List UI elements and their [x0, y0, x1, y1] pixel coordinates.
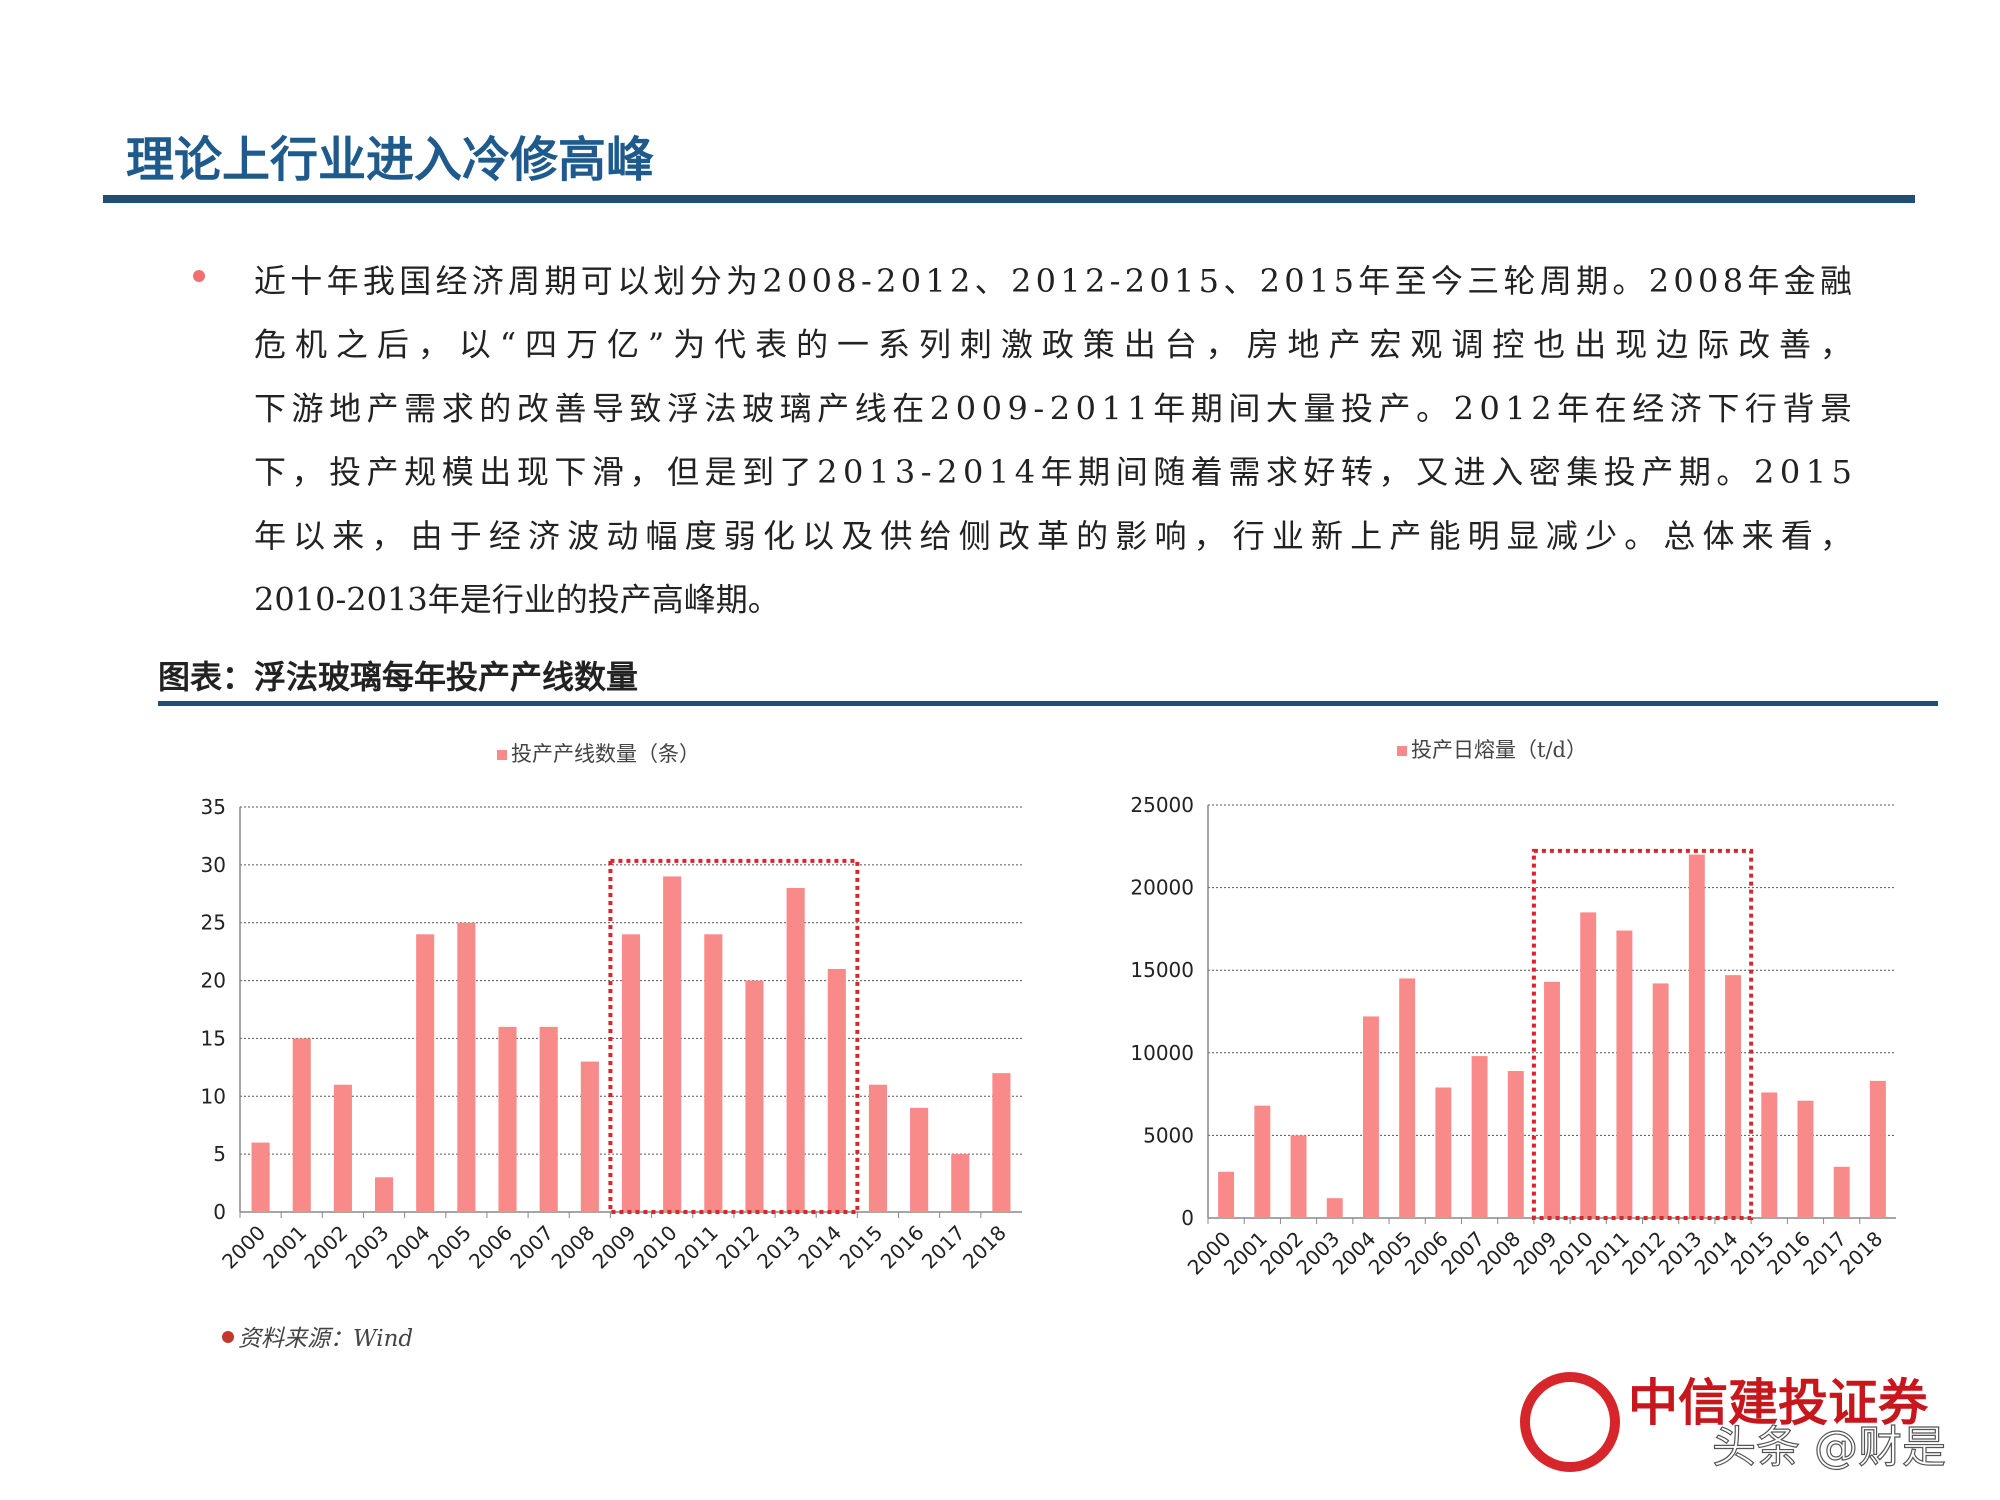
legend-swatch	[497, 750, 507, 760]
x-tick-label: 2003	[341, 1221, 394, 1274]
bar	[498, 1026, 517, 1212]
bar	[1218, 1171, 1235, 1218]
y-tick-label: 15000	[1130, 958, 1194, 982]
bar	[1652, 983, 1669, 1218]
slide-title: 理论上行业进入冷修高峰	[126, 132, 654, 188]
logo-text: 中信建投证券	[1628, 1374, 1929, 1432]
highlight-box	[608, 858, 860, 1214]
source-note: 资料来源：Wind	[238, 1326, 413, 1352]
bar	[1797, 1100, 1814, 1218]
x-tick-label: 2004	[382, 1221, 435, 1274]
x-tick-label: 2010	[629, 1221, 682, 1274]
bar	[621, 934, 641, 1212]
x-tick-label: 2017	[917, 1221, 970, 1274]
bar	[1326, 1198, 1343, 1218]
x-tick-label: 2007	[505, 1221, 558, 1274]
bar	[1254, 1105, 1271, 1218]
watermark: 头条 @财是	[1712, 1422, 1946, 1473]
y-tick-label: 25	[201, 911, 226, 935]
bar	[251, 1142, 270, 1212]
bullet-line: 近十年我国经济周期可以划分为2008-2012、2012-2015、2015年至…	[254, 262, 1852, 300]
x-tick-label: 2018	[1834, 1227, 1887, 1280]
figure-caption: 图表：浮法玻璃每年投产产线数量	[158, 658, 638, 696]
y-tick-label: 25000	[1130, 793, 1194, 817]
bar	[292, 1038, 311, 1212]
bar	[1725, 975, 1742, 1218]
bar	[868, 1084, 888, 1212]
y-tick-label: 15	[201, 1026, 226, 1050]
bullet-line: 2010-2013年是行业的投产高峰期。	[254, 581, 780, 619]
bar	[1869, 1080, 1886, 1218]
bar	[539, 1026, 558, 1212]
x-tick-label: 2006	[464, 1221, 517, 1274]
bar	[704, 934, 723, 1212]
highlight-box	[1531, 848, 1754, 1221]
logo-mark	[1520, 1372, 1620, 1472]
x-tick-label: 2016	[876, 1221, 929, 1274]
legend-swatch	[1397, 746, 1407, 756]
x-tick-label: 2009	[588, 1221, 641, 1274]
legend-label: 投产产线数量（条）	[511, 742, 700, 766]
y-tick-label: 0	[213, 1200, 226, 1224]
x-tick-label: 2008	[546, 1221, 599, 1274]
x-tick-label: 2014	[793, 1221, 846, 1274]
x-tick-label: 2000	[217, 1221, 270, 1274]
title-rule	[103, 195, 1915, 203]
bar	[951, 1154, 970, 1212]
bar	[745, 980, 764, 1212]
bar	[1399, 978, 1416, 1218]
x-tick-label: 2018	[958, 1221, 1011, 1274]
bar	[1435, 1087, 1452, 1218]
bar	[910, 1107, 929, 1212]
x-tick-label: 2013	[752, 1221, 805, 1274]
x-tick-label: 2001	[258, 1221, 311, 1274]
y-tick-label: 30	[201, 853, 226, 877]
x-tick-label: 2011	[670, 1221, 723, 1274]
bar	[786, 888, 805, 1212]
bar	[416, 934, 435, 1212]
bar	[1471, 1056, 1488, 1218]
x-tick-label: 2005	[423, 1221, 476, 1274]
bullet-line: 危机之后，以“四万亿”为代表的一系列刺激政策出台，房地产宏观调控也出现边际改善，	[254, 326, 1852, 364]
legend-label: 投产日熔量（t/d）	[1411, 738, 1587, 762]
bar	[1761, 1092, 1778, 1218]
bar	[580, 1061, 599, 1212]
bar	[1362, 1016, 1379, 1218]
bullet-line: 年以来，由于经济波动幅度弱化以及供给侧改革的影响，行业新上产能明显减少。总体来看…	[254, 517, 1852, 555]
source-dot	[222, 1331, 234, 1343]
y-tick-label: 10000	[1130, 1041, 1194, 1065]
bar	[827, 969, 846, 1212]
y-tick-label: 20	[201, 969, 226, 993]
bar	[1580, 912, 1597, 1218]
bullet-line: 下，投产规模出现下滑，但是到了2013-2014年期间随着需求好转，又进入密集投…	[254, 453, 1852, 491]
y-tick-label: 20000	[1130, 876, 1194, 900]
y-tick-label: 5000	[1143, 1123, 1194, 1147]
caption-rule	[158, 701, 1938, 706]
bullet-dot	[193, 270, 205, 282]
x-tick-label: 2012	[711, 1221, 764, 1274]
bullet-text: 近十年我国经济周期可以划分为2008-2012、2012-2015、2015年至…	[254, 262, 1852, 619]
x-tick-label: 2002	[299, 1221, 352, 1274]
y-tick-label: 35	[201, 795, 226, 819]
bullet-line: 下游地产需求的改善导致浮法玻璃产线在2009-2011年期间大量投产。2012年…	[254, 389, 1852, 427]
y-tick-label: 0	[1181, 1206, 1194, 1230]
bar	[1507, 1070, 1524, 1218]
bar	[1833, 1166, 1850, 1218]
bar	[663, 876, 682, 1212]
bar	[1616, 930, 1633, 1218]
bar	[1544, 981, 1560, 1218]
y-tick-label: 10	[201, 1084, 226, 1108]
bar	[1290, 1135, 1307, 1218]
y-tick-label: 5	[213, 1142, 226, 1166]
bar	[374, 1177, 394, 1212]
x-tick-label: 2015	[835, 1221, 888, 1274]
bar	[333, 1084, 352, 1212]
bar	[992, 1073, 1011, 1212]
bar	[1688, 854, 1705, 1218]
bar	[457, 922, 476, 1212]
